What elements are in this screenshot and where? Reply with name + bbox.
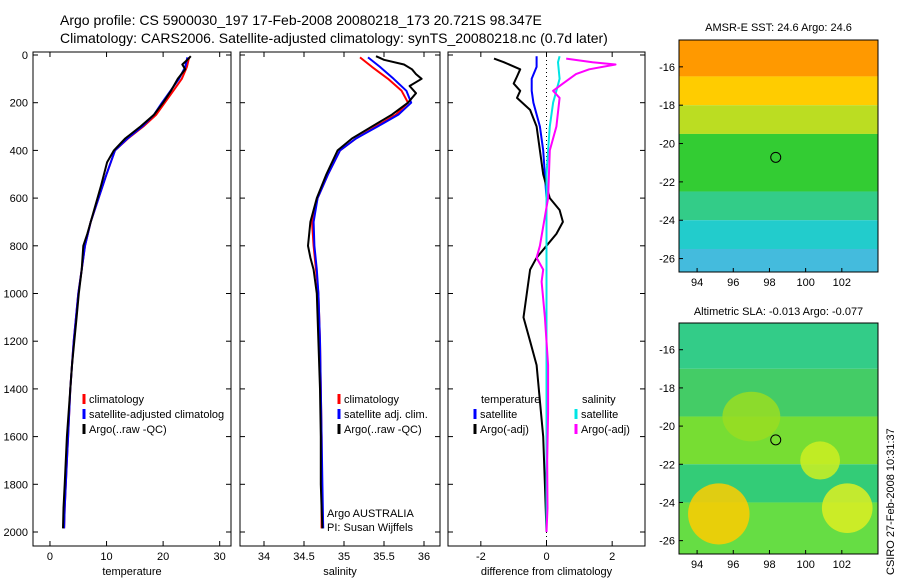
map-0-ytick-label: -22 — [659, 177, 675, 189]
map-0-xtick-label: 98 — [763, 277, 775, 289]
series-line-2-2 — [545, 55, 561, 532]
map-0-ytick-label: -24 — [659, 215, 675, 227]
series-line-1-2 — [307, 55, 423, 529]
panel-1-xtick-label: 35 — [338, 551, 350, 563]
map-1-blob — [688, 483, 750, 545]
series-line-1-0 — [311, 56, 409, 529]
depth-tick-label: 600 — [10, 193, 28, 205]
series-line-2-1 — [493, 57, 564, 533]
panel-0-xtick-label: 10 — [100, 551, 112, 563]
map-0-ytick-label: -26 — [659, 254, 675, 266]
series-line-2-3 — [535, 57, 617, 533]
map-1-field — [679, 323, 878, 554]
map-0-band — [679, 76, 878, 106]
argo-annotation-1: PI: Susan Wijffels — [327, 522, 413, 534]
series-line-1-1 — [312, 56, 413, 529]
map-1-ytick-label: -24 — [659, 497, 675, 509]
map-0-title: AMSR-E SST: 24.6 Argo: 24.6 — [705, 22, 852, 34]
legend-diff-temp-satellite: satellite — [480, 409, 517, 421]
depth-tick-label: 0 — [22, 50, 28, 62]
map-1-ytick-label: -16 — [659, 345, 675, 357]
map-0-ytick-label: -18 — [659, 100, 675, 112]
legend-diff-temperature-heading: temperature — [481, 394, 540, 406]
legend-sal-0: climatology — [344, 394, 400, 406]
header-line-2: Climatology: CARS2006. Satellite-adjuste… — [60, 30, 608, 46]
map-0-xtick-label: 94 — [691, 277, 703, 289]
map-0-band — [679, 133, 878, 192]
map-0-xtick-label: 102 — [833, 277, 851, 289]
map-1-xtick-label: 96 — [727, 559, 739, 571]
map-1-frame — [678, 322, 879, 555]
depth-tick-label: 1800 — [4, 479, 28, 491]
map-0-band — [679, 40, 878, 77]
panel-1-xtick-label: 36 — [418, 551, 430, 563]
map-1-blob — [821, 483, 873, 533]
map-0-ytick-label: -16 — [659, 62, 675, 74]
panel-0-xtick-label: 30 — [214, 551, 226, 563]
series-line-0-0 — [63, 57, 191, 529]
panel-1-xlabel: salinity — [323, 566, 357, 578]
map-1-blob — [722, 391, 781, 442]
legend-sal-2: Argo(..raw -QC) — [344, 424, 422, 436]
map-1-ytick-label: -20 — [659, 421, 675, 433]
credit-text: CSIRO 27-Feb-2008 10:31:37 — [885, 428, 897, 575]
map-1-ytick-label: -18 — [659, 383, 675, 395]
series-line-0-1 — [63, 57, 189, 529]
panel-1-xtick-label: 35.5 — [373, 551, 394, 563]
depth-tick-label: 400 — [10, 145, 28, 157]
map-1-blob — [800, 441, 841, 480]
map-1-title: Altimetric SLA: -0.013 Argo: -0.077 — [694, 306, 863, 318]
map-1-xtick-label: 94 — [691, 559, 703, 571]
panel-2-xlabel: difference from climatology — [481, 566, 613, 578]
depth-tick-label: 1600 — [4, 432, 28, 444]
panel-2-xtick-label: 0 — [543, 551, 549, 563]
map-0-band — [679, 105, 878, 134]
panel-0-frame — [32, 51, 232, 547]
map-1-argo-marker — [770, 434, 782, 446]
map-0-band — [679, 248, 878, 272]
legend-diff-temp-argo: Argo(-adj) — [480, 424, 529, 436]
map-0-argo-marker — [770, 151, 782, 163]
depth-tick-label: 1400 — [4, 384, 28, 396]
map-1-xtick-label: 98 — [763, 559, 775, 571]
depth-tick-label: 200 — [10, 98, 28, 110]
map-1-xtick-label: 102 — [833, 559, 851, 571]
panel-0-xtick-label: 0 — [47, 551, 53, 563]
panel-1-xtick-label: 34 — [258, 551, 270, 563]
legend-temp-0: climatology — [89, 394, 145, 406]
legend-diff-salinity-heading: salinity — [582, 394, 616, 406]
panel-1-frame — [239, 51, 441, 547]
depth-tick-label: 1000 — [4, 289, 28, 301]
panel-0-xlabel: temperature — [102, 566, 161, 578]
depth-tick-label: 800 — [10, 241, 28, 253]
map-0-xtick-label: 100 — [796, 277, 814, 289]
map-1-ytick-label: -22 — [659, 459, 675, 471]
map-0-ytick-label: -20 — [659, 139, 675, 151]
map-0-band — [679, 220, 878, 249]
depth-tick-label: 1200 — [4, 336, 28, 348]
header-line-1: Argo profile: CS 5900030_197 17-Feb-2008… — [60, 12, 542, 28]
map-0-field — [679, 40, 878, 272]
map-1-band — [679, 323, 878, 369]
depth-tick-label: 2000 — [4, 527, 28, 539]
legend-temp-2: Argo(..raw -QC) — [89, 424, 167, 436]
legend-diff-sal-argo: Argo(-adj) — [581, 424, 630, 436]
panel-0-xtick-label: 20 — [157, 551, 169, 563]
map-0-frame — [678, 39, 879, 273]
map-0-xtick-label: 96 — [727, 277, 739, 289]
panel-2-xtick-label: 2 — [609, 551, 615, 563]
argo-annotation-0: Argo AUSTRALIA — [327, 508, 414, 520]
panel-2-xtick-label: -2 — [476, 551, 486, 563]
map-1-ytick-label: -26 — [659, 536, 675, 548]
legend-temp-1: satellite-adjusted climatolog — [89, 409, 224, 421]
legend-sal-1: satellite adj. clim. — [344, 409, 428, 421]
legend-diff-sal-satellite: satellite — [581, 409, 618, 421]
series-line-0-2 — [62, 55, 192, 529]
map-1-xtick-label: 100 — [796, 559, 814, 571]
panel-1-xtick-label: 34.5 — [293, 551, 314, 563]
map-0-band — [679, 191, 878, 221]
